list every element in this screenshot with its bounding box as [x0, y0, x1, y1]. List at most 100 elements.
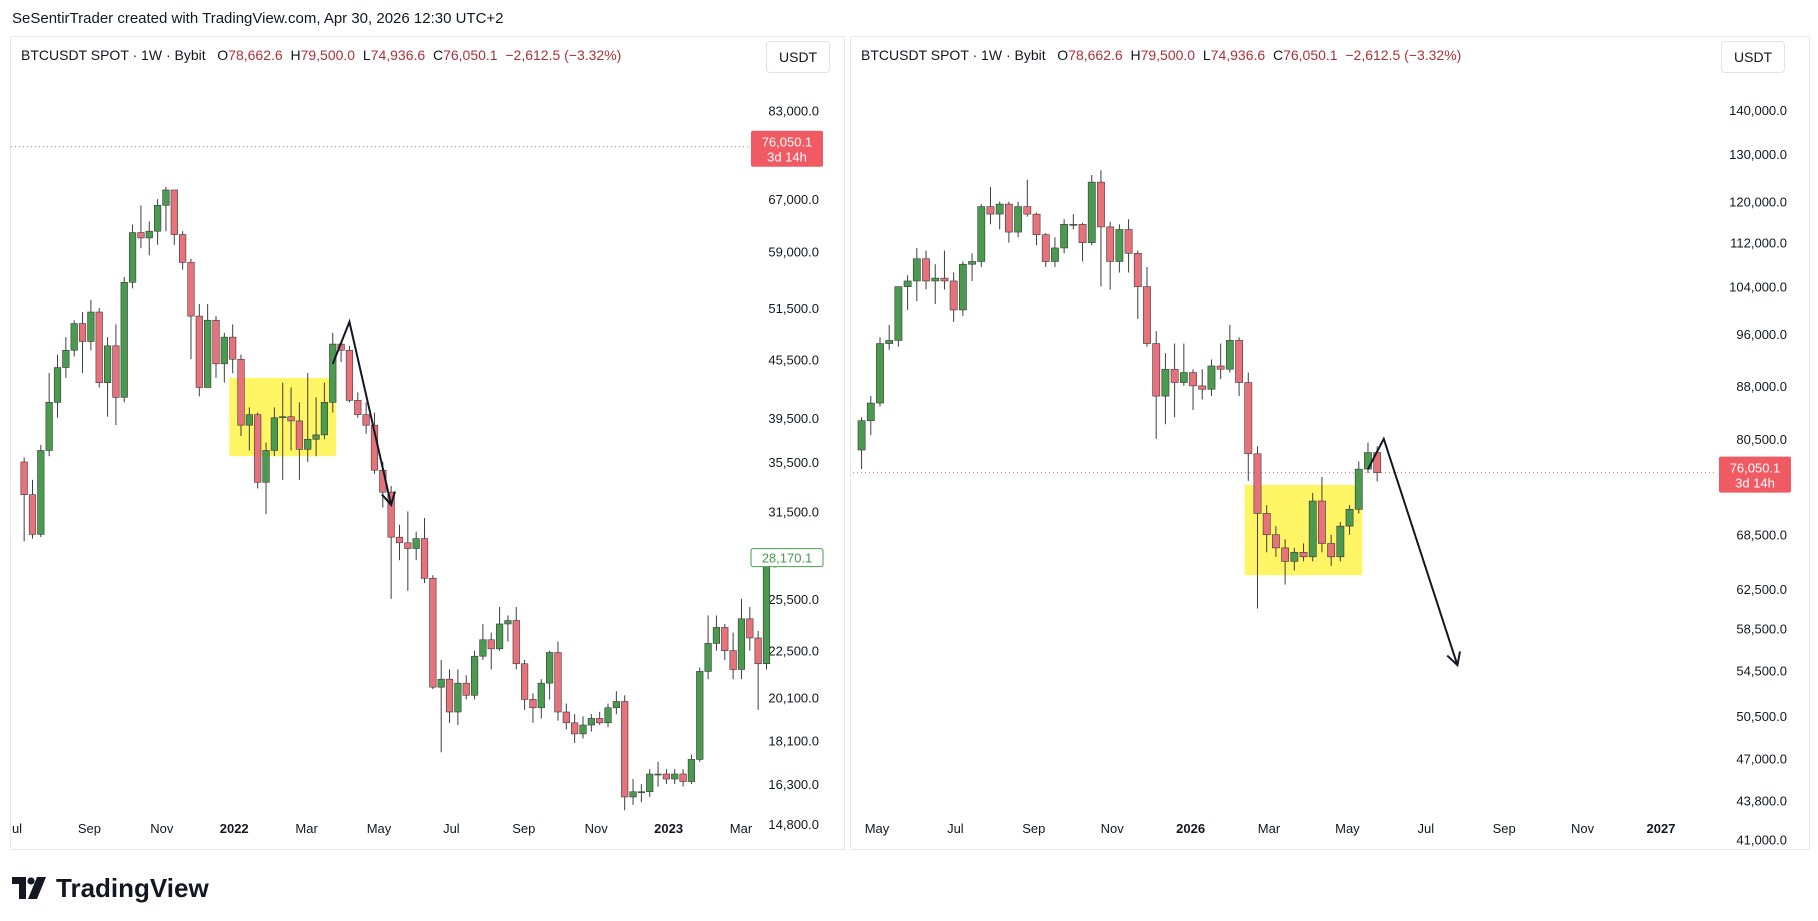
candle-body: [162, 189, 170, 206]
x-tick-label: Sep: [1022, 821, 1045, 836]
change-value: −2,612.5 (−3.32%): [1345, 47, 1462, 63]
chart-pane-right[interactable]: 140,000.0 130,000.0 120,000.0 112,000.0 104,…: [850, 36, 1810, 850]
y-tick-label: 22,500.0: [768, 644, 819, 659]
last-price-tag-value: 76,050.1: [762, 135, 813, 150]
candle-body: [604, 707, 612, 724]
candle-body: [949, 280, 958, 311]
candle-body: [1354, 468, 1363, 510]
tradingview-footer: TradingView: [12, 868, 209, 908]
candle-body: [1124, 229, 1133, 254]
candlestick-plot-right[interactable]: 140,000.0 130,000.0 120,000.0 112,000.0 104,…: [851, 37, 1809, 849]
currency-button-right[interactable]: USDT: [1721, 41, 1786, 73]
candle-body: [462, 682, 470, 696]
candle-body: [454, 682, 462, 713]
y-tick-label: 43,800.0: [1736, 793, 1787, 808]
low-value: 74,936.6: [1210, 47, 1266, 63]
last-price-tag-countdown: 3d 14h: [767, 150, 807, 165]
candle-body: [504, 620, 512, 625]
candle-body: [312, 434, 320, 440]
candle-body: [587, 718, 595, 726]
candle-body: [20, 461, 28, 495]
candle-body: [876, 343, 884, 404]
y-tick-label: 31,500.0: [768, 504, 819, 519]
candle-body: [320, 402, 329, 436]
candle-body: [62, 349, 70, 368]
x-tick-label: 2022: [220, 821, 249, 836]
candle-body: [679, 773, 687, 782]
candle-body: [420, 538, 429, 579]
y-tick-label: 20,100.0: [768, 690, 819, 705]
y-tick-label: 51,500.0: [768, 301, 819, 316]
candle-body: [187, 262, 195, 317]
candle-body: [95, 311, 103, 383]
candle-body: [1318, 500, 1326, 544]
symbol-label: BTCUSDT SPOT · 1W · Bybit: [21, 47, 206, 63]
candle-body: [1069, 224, 1078, 226]
candle-body: [704, 643, 712, 672]
candle-body: [1272, 534, 1280, 549]
x-tick-label: Jul: [947, 821, 964, 836]
x-tick-label: Nov: [1571, 821, 1595, 836]
high-value: 79,500.0: [300, 47, 356, 63]
candle-body: [329, 343, 337, 403]
y-tick-label: 62,500.0: [1736, 582, 1787, 597]
x-tick-label: Sep: [78, 821, 101, 836]
candle-body: [885, 340, 894, 344]
open-label: O: [217, 47, 229, 63]
candle-body: [495, 623, 504, 650]
candle-body: [120, 281, 128, 398]
candle-body: [78, 323, 87, 342]
y-tick-label: 83,000.0: [768, 104, 819, 119]
candle-body: [1225, 340, 1234, 370]
candle-body: [354, 400, 362, 415]
y-tick-label: 18,100.0: [768, 734, 819, 749]
candle-body: [220, 336, 228, 365]
chart-pane-left[interactable]: 83,000.0 67,000.0 59,000.0 51,500.0 45,500.0…: [10, 36, 845, 850]
candle-body: [287, 416, 295, 422]
candle-body: [931, 277, 940, 282]
ohlc-legend-right: BTCUSDT SPOT · 1W · Bybit O78,662.6 H79,…: [861, 47, 1461, 63]
x-tick-label: Mar: [1258, 821, 1281, 836]
candle-body: [1133, 253, 1142, 287]
candle-body: [662, 773, 670, 780]
open-value: 78,662.6: [1068, 47, 1123, 63]
candle-body: [295, 420, 303, 450]
candle-body: [1060, 224, 1069, 249]
candle-body: [437, 678, 445, 688]
x-tick-label: Mar: [295, 821, 318, 836]
y-tick-label: 16,300.0: [768, 777, 819, 792]
x-tick-label: Sep: [1493, 821, 1516, 836]
y-tick-label: 59,000.0: [768, 245, 819, 260]
candle-body: [87, 311, 95, 342]
y-tick-label: 68,500.0: [1736, 528, 1787, 543]
y-tick-label: 140,000.0: [1729, 103, 1787, 118]
candle-body: [429, 577, 437, 688]
currency-button-left[interactable]: USDT: [766, 41, 831, 73]
last-price-tag-countdown: 3d 14h: [1735, 476, 1775, 491]
candle-body: [362, 414, 370, 426]
trend-arrow-head: [1446, 651, 1461, 668]
open-value: 78,662.6: [228, 47, 283, 63]
candlestick-plot-left[interactable]: 83,000.0 67,000.0 59,000.0 51,500.0 45,500.0…: [11, 37, 844, 849]
y-tick-label: 130,000.0: [1729, 147, 1787, 162]
candle-body: [1253, 453, 1262, 514]
candle-body: [521, 663, 529, 700]
last-price-tag-value: 76,050.1: [1730, 461, 1781, 476]
candle-body: [1032, 213, 1041, 236]
candle-body: [1041, 234, 1050, 262]
candle-body: [754, 637, 762, 665]
candle-body: [596, 718, 604, 724]
candle-body: [1023, 206, 1032, 215]
candle-body: [387, 491, 395, 538]
candle-body: [1170, 368, 1179, 383]
candle-body: [621, 701, 629, 798]
y-tick-label: 54,500.0: [1736, 664, 1787, 679]
candle-body: [112, 345, 120, 398]
candle-body: [445, 678, 454, 713]
close-value: 76,050.1: [443, 47, 498, 63]
high-label: H: [1130, 47, 1141, 63]
x-tick-label: Jul: [1417, 821, 1434, 836]
candle-body: [128, 232, 137, 283]
trend-arrow-line: [331, 318, 393, 506]
x-tick-label: Mar: [730, 821, 753, 836]
